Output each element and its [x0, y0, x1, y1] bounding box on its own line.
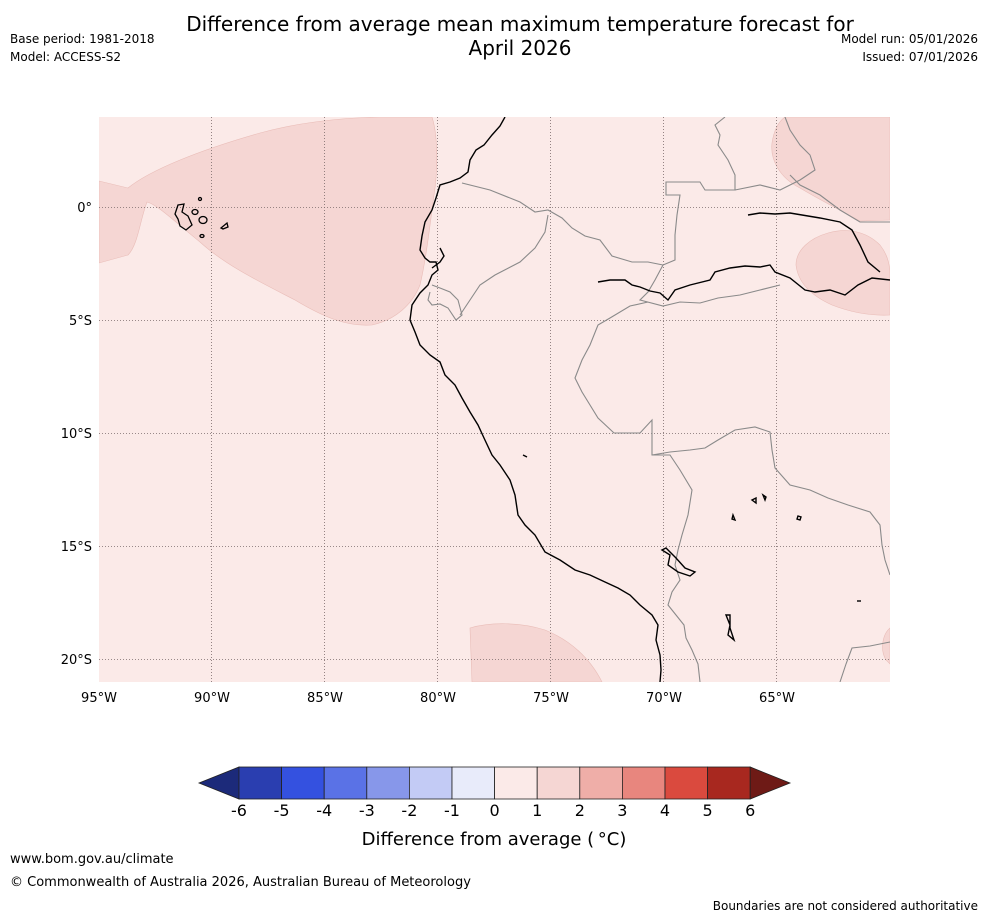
- anomaly-region-pacific: [99, 117, 438, 326]
- latitude-labels: 0° 5°S 10°S 15°S 20°S: [61, 201, 92, 668]
- colorbar-label: 0: [490, 801, 500, 820]
- border-colombia-venezuela: [662, 117, 736, 266]
- island-san-cristobal: [219, 221, 229, 230]
- anomaly-region-amazon: [795, 230, 890, 316]
- border-bolivia-argentina: [839, 641, 890, 682]
- island-north: [197, 196, 203, 202]
- colorbar-cell: [281, 766, 325, 800]
- metadata-right: Model run: 05/01/2026 Issued: 07/01/2026: [841, 30, 978, 66]
- base-period-text: Base period: 1981-2018: [10, 32, 155, 46]
- colorbar-label: -6: [231, 801, 247, 820]
- border-peru-brazil: [574, 301, 693, 566]
- lat-label-0: 0°: [77, 201, 92, 216]
- colorbar-cell: [238, 766, 282, 800]
- colorbar-cell: [366, 766, 410, 800]
- border-venezuela-brazil: [734, 117, 816, 191]
- gridlines: [99, 117, 890, 682]
- colorbar-cell: [323, 766, 368, 800]
- footer-disclaimer: Boundaries are not considered authoritat…: [712, 899, 978, 913]
- border-peru-north: [459, 214, 549, 316]
- amazon-river: [597, 264, 890, 302]
- border-peru-brazil-north: [638, 264, 781, 307]
- colorbar-cell: [494, 766, 538, 800]
- lat-label-20s: 20°S: [61, 653, 92, 668]
- colorbar-label: 5: [703, 801, 713, 820]
- footer-copyright: © Commonwealth of Australia 2026, Austra…: [10, 875, 471, 890]
- border-brazil-north: [789, 174, 890, 223]
- colorbar-label: 3: [617, 801, 627, 820]
- colorbar-label: -3: [359, 801, 375, 820]
- lon-label-95w: 95°W: [81, 691, 117, 706]
- lake-small-5: [796, 515, 802, 521]
- colorbar-cell: [664, 766, 708, 800]
- lat-label-5s: 5°S: [69, 314, 92, 329]
- colorbar-label: -2: [401, 801, 417, 820]
- model-run-text: Model run: 05/01/2026: [840, 32, 978, 46]
- footer-url[interactable]: www.bom.gov.au/climate: [10, 852, 174, 867]
- colorbar-label: -5: [274, 801, 290, 820]
- lake-titicaca: [660, 547, 697, 577]
- lake-small-7: [522, 454, 528, 458]
- island-santa-cruz: [198, 215, 208, 225]
- lake-small-4: [731, 512, 737, 522]
- anomaly-regions: [99, 117, 890, 682]
- map-title: Difference from average mean maximum tem…: [150, 12, 890, 60]
- island-floreana: [199, 233, 205, 239]
- issued-text: Issued: 07/01/2026: [862, 50, 978, 64]
- anomaly-region-south-pacific: [469, 623, 603, 682]
- colorbar-label: 4: [660, 801, 670, 820]
- amazon-tributary: [747, 212, 881, 273]
- lon-label-85w: 85°W: [307, 691, 343, 706]
- lat-label-10s: 10°S: [61, 427, 92, 442]
- country-borders: [427, 117, 890, 682]
- longitude-labels: 95°W 90°W 85°W 80°W 75°W 70°W 65°W: [81, 691, 795, 706]
- colorbar-label: 1: [532, 801, 542, 820]
- model-text: Model: ACCESS-S2: [10, 50, 122, 64]
- lake-small-1: [724, 614, 736, 643]
- colorbar-label: 2: [575, 801, 585, 820]
- lake-small-3: [761, 493, 767, 503]
- coastline-gulf-guayaquil: [431, 247, 445, 269]
- title-line-1: Difference from average mean maximum tem…: [186, 12, 854, 36]
- colorbar: [197, 766, 792, 800]
- colorbar-cell: [707, 766, 751, 800]
- galapagos-islands: [174, 196, 229, 239]
- metadata-left: Base period: 1981-2018 Model: ACCESS-S2: [10, 30, 155, 66]
- colorbar-title: Difference from average ( °C): [362, 829, 627, 850]
- colorbar-label: -1: [444, 801, 460, 820]
- lon-label-80w: 80°W: [420, 691, 456, 706]
- border-brazil-bolivia: [651, 426, 890, 576]
- anomaly-region-southeast: [882, 627, 890, 665]
- colorbar-cell: [622, 766, 666, 800]
- coastline-pacific: [409, 117, 662, 682]
- colorbar-cell: [408, 766, 453, 800]
- coastlines: [409, 117, 890, 682]
- title-line-2: April 2026: [468, 36, 572, 60]
- lon-label-90w: 90°W: [194, 691, 230, 706]
- colorbar-label: 6: [745, 801, 755, 820]
- border-peru-bolivia: [667, 564, 701, 682]
- border-colombia-ecuador: [461, 182, 664, 266]
- border-ecuador-peru: [427, 284, 463, 321]
- colorbar-cell: [536, 766, 581, 800]
- colorbar-labels: -6 -5 -4 -3 -2 -1 0 1 2 3 4 5 6: [231, 801, 755, 820]
- colorbar-label: -4: [316, 801, 332, 820]
- colorbar-cell: [451, 766, 495, 800]
- lake-small-2: [750, 496, 757, 505]
- lat-label-15s: 15°S: [61, 540, 92, 555]
- lon-label-65w: 65°W: [759, 691, 795, 706]
- lon-label-70w: 70°W: [646, 691, 682, 706]
- lon-label-75w: 75°W: [533, 691, 569, 706]
- colorbar-extend-high: [749, 766, 792, 800]
- colorbar-extend-low: [197, 766, 240, 800]
- island-isabela: [174, 203, 193, 231]
- island-santiago: [191, 208, 199, 216]
- colorbar-cell: [579, 766, 623, 800]
